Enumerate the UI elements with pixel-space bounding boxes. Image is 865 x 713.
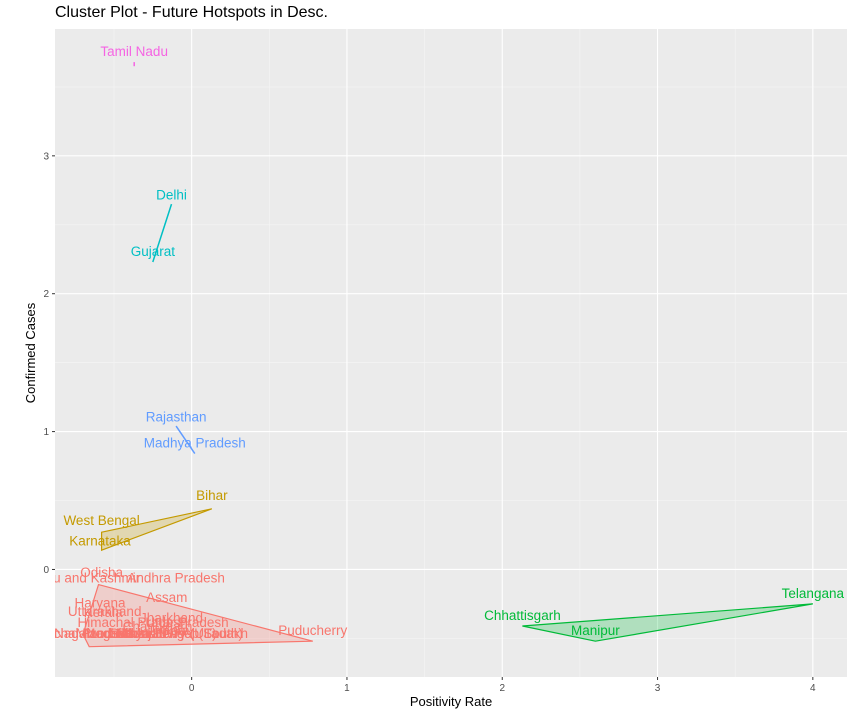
point-label-west-bengal-south-: West Bengal (South) (119, 626, 243, 641)
point-label-mizoram: Mizoram (76, 626, 128, 641)
cluster-1-hull (82, 583, 313, 648)
point-label-uttarakhand: Uttarakhand (68, 604, 142, 619)
grid-lines (55, 29, 847, 677)
point-label-goa: Goa (160, 623, 186, 638)
point-label-meghalaya: Meghalaya (84, 626, 151, 641)
y-tick-label: 0 (43, 565, 49, 576)
point-label-delhi: Delhi (156, 187, 187, 202)
cluster-3-hull (522, 603, 813, 642)
point-label-jammu-and-kashmir: Jammu and Kashmir (16, 571, 140, 586)
point-label-uttar-pradesh: Uttar Pradesh (145, 615, 228, 630)
y-tick-label: 3 (43, 151, 49, 162)
point-label-sikkim: Sikkim (110, 626, 150, 641)
point-label-madhya-pradesh: Madhya Pradesh (144, 436, 246, 451)
x-tick-label: 2 (499, 683, 505, 694)
point-label-nagaland: Nagaland (54, 626, 112, 641)
point-label-karnataka: Karnataka (69, 534, 131, 549)
y-tick-label: 2 (43, 289, 49, 300)
point-label-bihar: Bihar (196, 488, 228, 503)
cluster-2-hull (100, 508, 213, 552)
point-label-manipur: Manipur (571, 623, 620, 638)
point-label-puducherry-ut-: Puducherry (UT) (117, 626, 217, 641)
point-label-chhattisgarh: Chhattisgarh (484, 608, 561, 623)
point-label-himachal-pradesh: Himachal Pradesh (77, 615, 187, 630)
y-tick-label: 1 (43, 427, 49, 438)
point-label-ladakh: Ladakh (204, 626, 248, 641)
point-label-assam: Assam (146, 590, 187, 605)
point-label-tamil-nadu: Tamil Nadu (100, 44, 168, 59)
point-label-puducherry: Puducherry (278, 623, 347, 638)
point-label-gujarat: Gujarat (131, 244, 176, 259)
chart-title: Cluster Plot - Future Hotspots in Desc. (55, 4, 328, 21)
point-label-punjab: Punjab (124, 626, 166, 641)
cluster-4-hull (152, 203, 173, 263)
x-tick-label: 3 (655, 683, 661, 694)
point-label-arunachal-pradesh: Arunachal Pradesh (18, 626, 133, 641)
x-axis-title: Positivity Rate (410, 694, 492, 709)
point-label-kerala: Kerala (84, 605, 124, 620)
point-label-odisha: Odisha (80, 565, 123, 580)
point-label-telangana: Telangana (782, 586, 845, 601)
point-label-andhra-pradesh: Andhra Pradesh (127, 571, 225, 586)
point-label-west-bengal: West Bengal (63, 513, 139, 528)
x-tick-label: 0 (189, 683, 195, 694)
point-label-lakshadweep: Lakshadweep (116, 626, 199, 641)
point-label-jharkhand: Jharkhand (140, 611, 203, 626)
x-tick-label: 1 (344, 683, 350, 694)
cluster-hulls (82, 62, 813, 648)
point-label-haryana: Haryana (75, 596, 127, 611)
point-label-rajasthan: Rajasthan (146, 409, 207, 424)
axes: 0 1 2 3 4 0 1 2 3 (43, 151, 816, 694)
x-tick-label: 4 (810, 683, 816, 694)
cluster-5-hull (175, 425, 196, 455)
point-label-chandigarh: Chandigarh (123, 619, 193, 634)
y-axis-title: Confirmed Cases (23, 302, 38, 403)
point-label-tripura: Tripura (147, 623, 190, 638)
